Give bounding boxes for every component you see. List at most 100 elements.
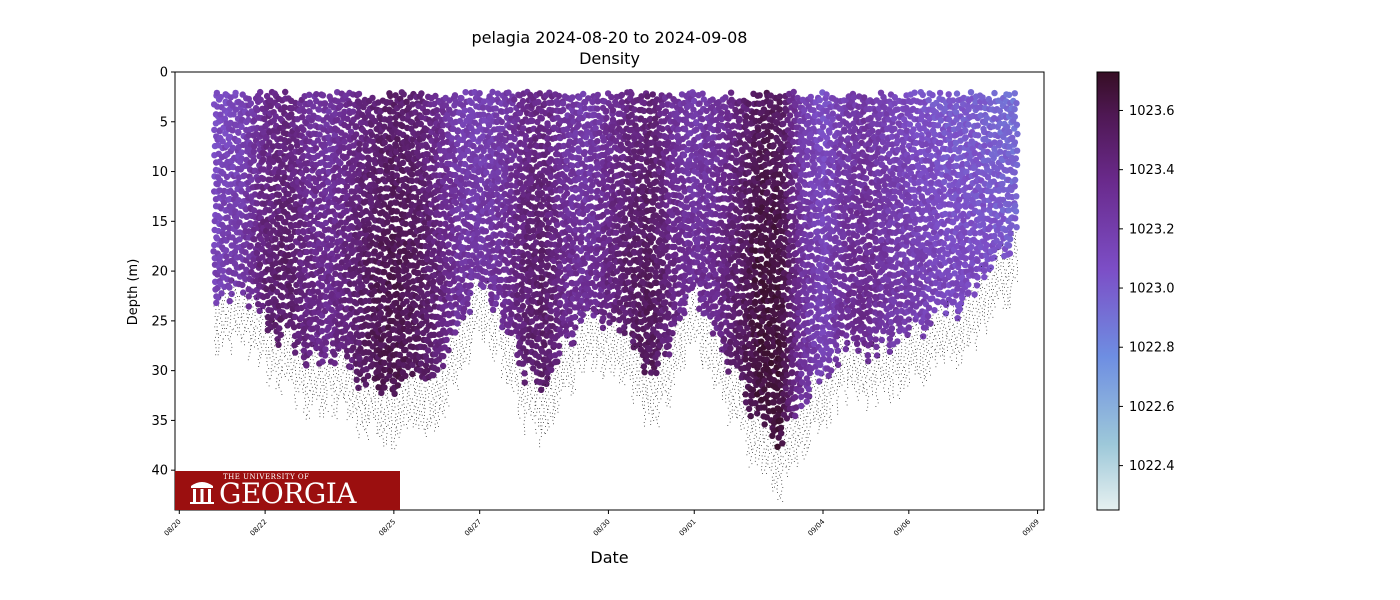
data-point xyxy=(516,384,518,386)
data-point xyxy=(302,346,304,348)
data-point xyxy=(440,397,441,398)
data-point xyxy=(381,400,383,402)
data-point xyxy=(244,306,246,308)
data-point xyxy=(414,419,415,421)
data-point xyxy=(254,106,261,114)
data-point xyxy=(530,376,532,378)
data-point xyxy=(415,335,422,342)
data-point xyxy=(299,367,300,368)
data-point xyxy=(391,427,392,428)
data-point xyxy=(303,188,310,195)
data-point xyxy=(342,240,349,248)
data-point xyxy=(248,314,250,315)
data-point xyxy=(250,148,257,155)
data-point xyxy=(247,320,248,322)
data-point xyxy=(506,361,507,363)
data-point xyxy=(310,390,311,392)
data-point xyxy=(237,317,239,318)
data-point xyxy=(360,410,361,412)
data-point xyxy=(515,377,516,379)
data-point xyxy=(425,436,427,437)
data-point xyxy=(243,340,245,342)
data-point xyxy=(374,398,376,399)
data-point xyxy=(469,314,470,316)
data-point xyxy=(387,407,388,409)
data-point xyxy=(309,226,317,233)
data-point xyxy=(464,333,465,335)
data-point xyxy=(331,360,338,367)
data-point xyxy=(441,376,443,377)
data-point xyxy=(325,407,326,409)
data-point xyxy=(463,320,464,321)
data-point xyxy=(255,308,257,310)
data-point xyxy=(502,359,503,361)
data-point xyxy=(473,282,475,284)
data-point xyxy=(447,370,448,372)
data-point xyxy=(319,92,327,99)
data-point xyxy=(258,331,260,332)
data-point xyxy=(439,398,440,400)
data-point xyxy=(290,362,292,364)
data-point xyxy=(248,176,255,183)
data-point xyxy=(322,346,329,353)
data-point xyxy=(336,418,338,420)
data-point xyxy=(290,348,292,350)
data-point xyxy=(369,394,370,396)
data-point xyxy=(392,402,393,404)
data-point xyxy=(296,377,297,378)
data-point xyxy=(315,391,317,393)
data-point xyxy=(386,367,394,374)
data-point xyxy=(469,356,470,358)
data-point xyxy=(475,300,477,301)
data-point xyxy=(429,414,431,415)
data-point xyxy=(360,399,362,401)
data-point xyxy=(230,315,232,317)
data-point xyxy=(220,317,221,319)
data-point xyxy=(235,137,242,145)
data-point xyxy=(378,415,380,417)
data-point xyxy=(288,365,290,367)
data-point xyxy=(510,370,512,371)
data-point xyxy=(218,337,219,338)
data-point xyxy=(468,328,470,330)
data-point xyxy=(460,363,461,365)
data-point xyxy=(304,390,306,392)
data-point xyxy=(222,345,223,347)
data-point xyxy=(394,424,395,425)
data-point xyxy=(394,417,396,418)
data-point xyxy=(390,434,392,435)
data-point xyxy=(352,392,354,394)
data-point xyxy=(448,356,450,358)
data-point xyxy=(539,442,540,444)
data-point xyxy=(450,351,452,353)
data-point xyxy=(295,384,297,385)
data-point xyxy=(534,422,536,424)
data-point xyxy=(477,312,479,314)
data-point xyxy=(388,400,390,402)
data-point xyxy=(442,371,444,373)
data-point xyxy=(285,334,286,336)
data-point xyxy=(498,118,505,126)
data-point xyxy=(356,423,358,425)
data-point xyxy=(423,418,425,419)
data-point xyxy=(469,321,471,323)
data-point xyxy=(409,370,411,372)
data-point xyxy=(474,293,475,294)
data-point xyxy=(365,428,367,430)
data-point xyxy=(218,350,220,352)
data-point xyxy=(257,96,264,104)
data-point xyxy=(305,418,307,420)
data-point xyxy=(266,176,274,183)
data-point xyxy=(359,154,366,161)
data-point xyxy=(241,172,248,179)
data-point xyxy=(502,373,503,375)
data-point xyxy=(240,289,247,296)
data-point xyxy=(414,329,421,336)
data-point xyxy=(264,305,266,306)
data-point xyxy=(464,300,471,308)
data-point xyxy=(368,383,370,385)
data-point xyxy=(278,242,286,249)
data-point xyxy=(540,429,542,430)
data-point xyxy=(344,398,345,399)
data-point xyxy=(432,383,434,385)
